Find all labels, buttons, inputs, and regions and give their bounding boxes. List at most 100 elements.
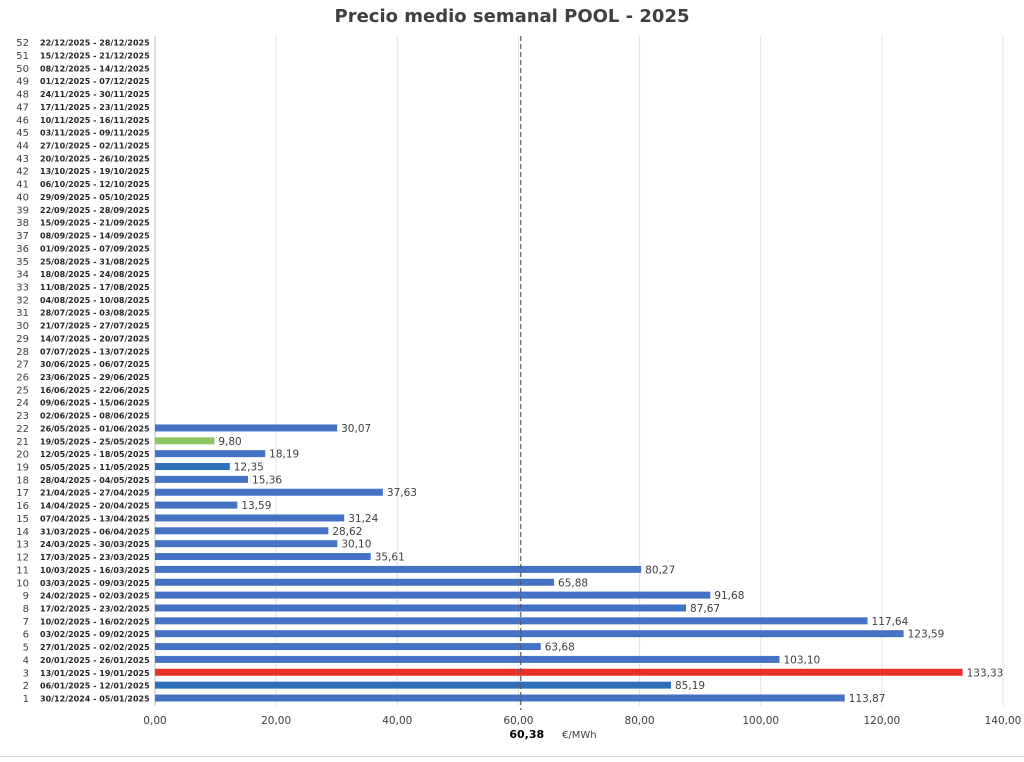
week-number-label: 41 [16, 180, 29, 191]
data-bar [155, 681, 672, 689]
week-number-label: 33 [16, 282, 29, 293]
data-bar [155, 668, 963, 676]
week-range-label: 10/02/2025 - 16/02/2025 [40, 617, 150, 626]
week-range-label: 18/08/2025 - 24/08/2025 [40, 270, 150, 279]
data-label: 37,63 [387, 487, 417, 499]
week-number-label: 6 [23, 630, 29, 641]
data-label: 117,64 [872, 616, 909, 628]
week-range-label: 06/01/2025 - 12/01/2025 [40, 682, 150, 691]
week-range-label: 07/04/2025 - 13/04/2025 [40, 514, 150, 523]
week-range-label: 24/03/2025 - 30/03/2025 [40, 540, 150, 549]
week-range-label: 26/05/2025 - 01/06/2025 [40, 424, 150, 433]
week-range-label: 22/09/2025 - 28/09/2025 [40, 206, 150, 215]
week-range-label: 15/09/2025 - 21/09/2025 [40, 219, 150, 228]
data-label: 87,67 [690, 603, 720, 615]
week-range-label: 27/10/2025 - 02/11/2025 [40, 142, 150, 151]
week-range-label: 23/06/2025 - 29/06/2025 [40, 373, 150, 382]
week-range-label: 08/09/2025 - 14/09/2025 [40, 232, 150, 241]
data-bar [155, 527, 329, 535]
week-range-label: 17/11/2025 - 23/11/2025 [40, 103, 150, 112]
week-number-label: 45 [16, 128, 29, 139]
week-number-label: 23 [16, 411, 29, 422]
week-range-label: 21/04/2025 - 27/04/2025 [40, 489, 150, 498]
week-number-label: 36 [16, 244, 29, 255]
data-bar [155, 591, 711, 599]
week-number-label: 21 [16, 437, 29, 448]
week-number-label: 17 [16, 488, 29, 499]
data-label: 31,24 [348, 513, 378, 525]
x-tick-label: 100,00 [742, 715, 779, 727]
x-tick-label: 20,00 [261, 715, 291, 727]
week-range-label: 01/12/2025 - 07/12/2025 [40, 77, 150, 86]
chart-title: Precio medio semanal POOL - 2025 [334, 6, 690, 27]
data-bar [155, 540, 338, 548]
week-number-label: 16 [16, 501, 29, 512]
week-range-label: 20/10/2025 - 26/10/2025 [40, 154, 150, 163]
week-range-label: 04/08/2025 - 10/08/2025 [40, 296, 150, 305]
data-label: 133,33 [967, 667, 1004, 679]
data-bar [155, 655, 780, 663]
data-label: 35,61 [375, 552, 405, 564]
week-number-label: 47 [16, 102, 29, 113]
week-number-label: 27 [16, 360, 29, 371]
week-number-label: 26 [16, 373, 29, 384]
week-range-label: 16/06/2025 - 22/06/2025 [40, 386, 150, 395]
data-label: 30,10 [341, 539, 371, 551]
data-label: 18,19 [269, 449, 299, 461]
week-range-label: 06/10/2025 - 12/10/2025 [40, 180, 150, 189]
x-tick-label: 120,00 [863, 715, 900, 727]
data-label: 13,59 [241, 500, 271, 512]
data-bar [155, 424, 338, 432]
week-range-label: 30/06/2025 - 06/07/2025 [40, 360, 150, 369]
week-number-label: 24 [16, 398, 29, 409]
week-number-label: 25 [16, 385, 29, 396]
data-bar [155, 450, 266, 458]
x-tick-label: 40,00 [382, 715, 412, 727]
data-bar [155, 578, 555, 586]
week-range-label: 31/03/2025 - 06/04/2025 [40, 527, 150, 536]
week-number-label: 4 [23, 655, 29, 666]
week-number-label: 3 [23, 668, 29, 679]
week-number-label: 51 [16, 51, 29, 62]
week-range-label: 12/05/2025 - 18/05/2025 [40, 450, 150, 459]
week-range-label: 03/03/2025 - 09/03/2025 [40, 579, 150, 588]
week-number-label: 30 [16, 321, 29, 332]
week-range-label: 17/02/2025 - 23/02/2025 [40, 604, 150, 613]
week-range-label: 30/12/2024 - 05/01/2025 [40, 695, 150, 704]
week-number-label: 11 [16, 565, 29, 576]
week-number-label: 13 [16, 540, 29, 551]
average-value-label: 60,38 [509, 728, 544, 741]
week-number-label: 9 [23, 591, 29, 602]
week-number-label: 38 [16, 218, 29, 229]
week-number-label: 5 [23, 643, 29, 654]
week-range-label: 21/07/2025 - 27/07/2025 [40, 322, 150, 331]
data-bar [155, 643, 541, 651]
data-label: 63,68 [545, 642, 575, 654]
week-number-label: 29 [16, 334, 29, 345]
week-range-label: 24/11/2025 - 30/11/2025 [40, 90, 150, 99]
week-range-label: 29/09/2025 - 05/10/2025 [40, 193, 150, 202]
data-bar [155, 437, 215, 445]
x-tick-label: 60,00 [503, 715, 533, 727]
week-number-label: 20 [16, 450, 29, 461]
week-number-label: 37 [16, 231, 29, 242]
week-number-label: 19 [16, 463, 29, 474]
week-range-label: 09/06/2025 - 15/06/2025 [40, 399, 150, 408]
week-number-label: 50 [16, 64, 29, 75]
week-range-label: 14/04/2025 - 20/04/2025 [40, 502, 150, 511]
week-number-label: 42 [16, 167, 29, 178]
week-number-label: 15 [16, 514, 29, 525]
x-axis-unit-label: €/MWh [562, 730, 597, 741]
week-range-label: 28/07/2025 - 03/08/2025 [40, 309, 150, 318]
week-number-label: 28 [16, 347, 29, 358]
week-range-label: 08/12/2025 - 14/12/2025 [40, 64, 150, 73]
data-label: 80,27 [645, 564, 675, 576]
week-number-label: 46 [16, 115, 29, 126]
data-label: 113,87 [849, 693, 886, 705]
week-number-label: 14 [16, 527, 29, 538]
data-bar [155, 630, 904, 638]
data-bar [155, 565, 642, 573]
week-range-label: 25/08/2025 - 31/08/2025 [40, 257, 150, 266]
